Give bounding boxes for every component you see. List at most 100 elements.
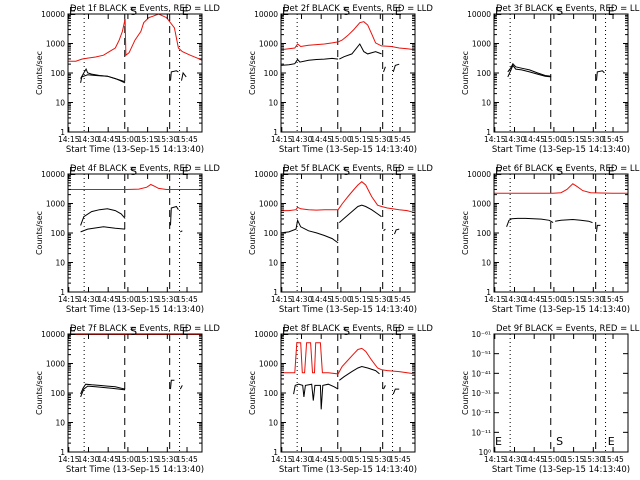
x-tick-label: 15:45 (602, 295, 624, 304)
x-tick-label: 15:30 (583, 455, 605, 464)
lld-series-line (280, 21, 416, 51)
y-tick-label: 100 (51, 229, 66, 238)
y-tick-label: 10000 (467, 170, 491, 179)
x-tick-label: 15:00 (330, 295, 352, 304)
events-series-line (338, 204, 382, 223)
y-tick-label: 10000 (254, 170, 278, 179)
x-tick-label: 15:45 (389, 135, 411, 144)
y-tick-label: 10⁻⁴¹ (471, 369, 491, 378)
x-axis-label: Start Time (13-Sep-15 14:13:40) (279, 305, 417, 315)
y-tick-label: 10 (481, 259, 491, 268)
events-series-line (170, 205, 179, 226)
panel-title: Det 8f BLACK = Events, RED = LLD (283, 324, 433, 334)
event-marker-s: S (130, 5, 137, 18)
y-tick-label: 100 (264, 69, 279, 78)
events-series-line (555, 218, 593, 224)
y-tick-label: 1000 (46, 360, 65, 369)
x-tick-label: 15:15 (137, 135, 159, 144)
panel-det-9: Det 9f BLACK = Events, RED = LLD E S E 10⁰ 10… (461, 324, 640, 475)
x-axis-label: Start Time (13-Sep-15 14:13:40) (66, 465, 204, 475)
x-tick-label: 14:45 (310, 455, 332, 464)
y-tick-label: 10000 (41, 170, 65, 179)
y-tick-label: 10⁰ (478, 448, 491, 457)
events-series-line (170, 70, 179, 81)
x-tick-label: 14:30 (504, 455, 526, 464)
x-tick-label: 14:15 (271, 295, 293, 304)
events-series-line (181, 71, 187, 81)
plot-frame (67, 333, 203, 453)
event-marker-s: S (556, 435, 563, 448)
y-tick-label: 100 (477, 229, 492, 238)
event-marker-e: E (182, 165, 189, 178)
x-tick-label: 15:30 (157, 455, 179, 464)
x-axis-label: Start Time (13-Sep-15 14:13:40) (492, 465, 630, 475)
x-tick-label: 15:15 (137, 295, 159, 304)
lld-series-line (68, 183, 202, 190)
events-series-line (280, 57, 339, 66)
events-series-line (339, 43, 382, 60)
y-tick-label: 100 (51, 389, 66, 398)
x-tick-label: 15:00 (330, 135, 352, 144)
y-tick-label: 1 (273, 288, 278, 297)
y-tick-label: 10000 (254, 10, 278, 19)
lld-series-line (281, 342, 416, 375)
events-series-line (170, 379, 175, 390)
x-tick-label: 14:15 (58, 455, 80, 464)
x-tick-label: 14:30 (291, 295, 313, 304)
panel-title: Det 2f BLACK = Events, RED = LLD (283, 4, 433, 14)
x-tick-label: 15:45 (176, 295, 198, 304)
event-marker-s: S (556, 5, 563, 18)
x-axis-label: Start Time (13-Sep-15 14:13:40) (492, 305, 630, 315)
x-tick-label: 14:15 (484, 295, 506, 304)
y-tick-label: 1000 (259, 40, 278, 49)
x-tick-label: 15:30 (370, 135, 392, 144)
event-marker-e: E (282, 5, 289, 18)
event-marker-e: E (395, 165, 402, 178)
y-tick-label: 10 (55, 419, 65, 428)
x-tick-label: 15:30 (370, 455, 392, 464)
lld-series-line (281, 181, 416, 214)
x-tick-label: 15:45 (602, 135, 624, 144)
x-tick-label: 15:15 (350, 295, 372, 304)
events-series-line (80, 68, 126, 83)
y-tick-label: 100 (477, 69, 492, 78)
x-tick-label: 14:30 (78, 135, 100, 144)
x-tick-label: 15:00 (117, 455, 139, 464)
y-tick-label: 1000 (472, 200, 491, 209)
x-tick-label: 15:30 (157, 295, 179, 304)
x-tick-label: 15:00 (543, 135, 565, 144)
x-tick-label: 15:00 (117, 135, 139, 144)
x-tick-label: 15:00 (543, 295, 565, 304)
x-tick-label: 14:30 (291, 455, 313, 464)
events-series-line (80, 208, 126, 226)
y-tick-label: 100 (264, 229, 279, 238)
x-tick-label: 14:15 (484, 135, 506, 144)
x-tick-label: 15:30 (583, 295, 605, 304)
events-series-line (80, 385, 126, 398)
x-tick-label: 15:15 (350, 455, 372, 464)
y-tick-label: 1 (273, 128, 278, 137)
y-tick-label: 10⁻²¹ (471, 409, 491, 418)
x-tick-label: 14:30 (78, 455, 100, 464)
y-tick-label: 10 (268, 419, 278, 428)
y-tick-label: 10⁻³¹ (471, 389, 491, 398)
y-tick-label: 1 (273, 448, 278, 457)
y-axis-label: Counts/sec (461, 51, 470, 95)
event-marker-s: S (130, 165, 137, 178)
y-tick-label: 1 (486, 288, 491, 297)
y-tick-label: 10 (268, 259, 278, 268)
event-marker-e: E (69, 5, 76, 18)
y-tick-label: 1 (60, 288, 65, 297)
y-axis-label: Counts/sec (461, 211, 470, 255)
event-marker-e: E (395, 5, 402, 18)
events-series-line (596, 70, 605, 81)
events-series-line (394, 228, 400, 235)
plot-frame (493, 13, 629, 133)
y-axis-label: Counts/sec (35, 371, 44, 415)
y-axis-label: Counts/sec (461, 371, 470, 415)
plot-frame (280, 13, 416, 133)
